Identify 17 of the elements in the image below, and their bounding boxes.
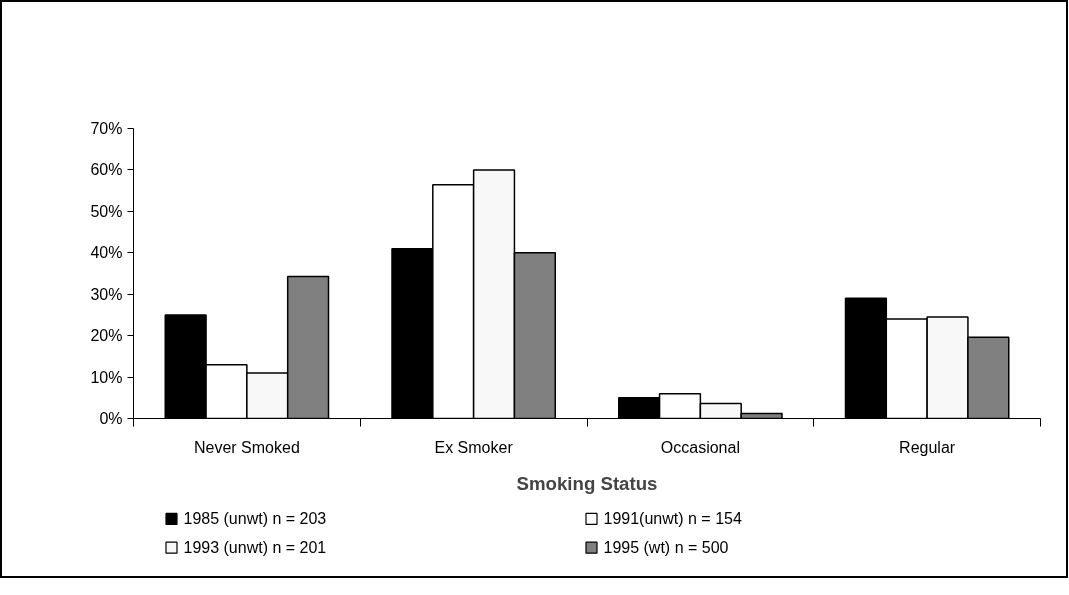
y-tick-label: 0% — [99, 410, 123, 427]
y-tick-label: 30% — [90, 285, 123, 303]
legend-label: 1991(unwt) n = 154 — [603, 510, 742, 528]
legend-label: 1995 (wt) n = 500 — [603, 539, 729, 557]
x-tick-label: Occasional — [660, 438, 740, 456]
legend-label: 1993 (unwt) n = 201 — [183, 539, 327, 557]
x-tick-label: Regular — [899, 438, 956, 456]
y-tick-label: 20% — [90, 327, 123, 345]
y-tick-label: 10% — [90, 368, 123, 386]
legend-label: 1985 (unwt) n = 203 — [183, 510, 327, 528]
x-tick-label: Ex Smoker — [434, 438, 514, 456]
y-tick-label: 60% — [90, 161, 123, 179]
x-tick-label: Never Smoked — [193, 438, 300, 456]
y-tick-label: 40% — [90, 244, 123, 262]
y-tick-label: 70% — [90, 120, 123, 137]
x-axis-title: Smoking Status — [516, 472, 658, 494]
y-tick-label: 50% — [90, 202, 123, 220]
